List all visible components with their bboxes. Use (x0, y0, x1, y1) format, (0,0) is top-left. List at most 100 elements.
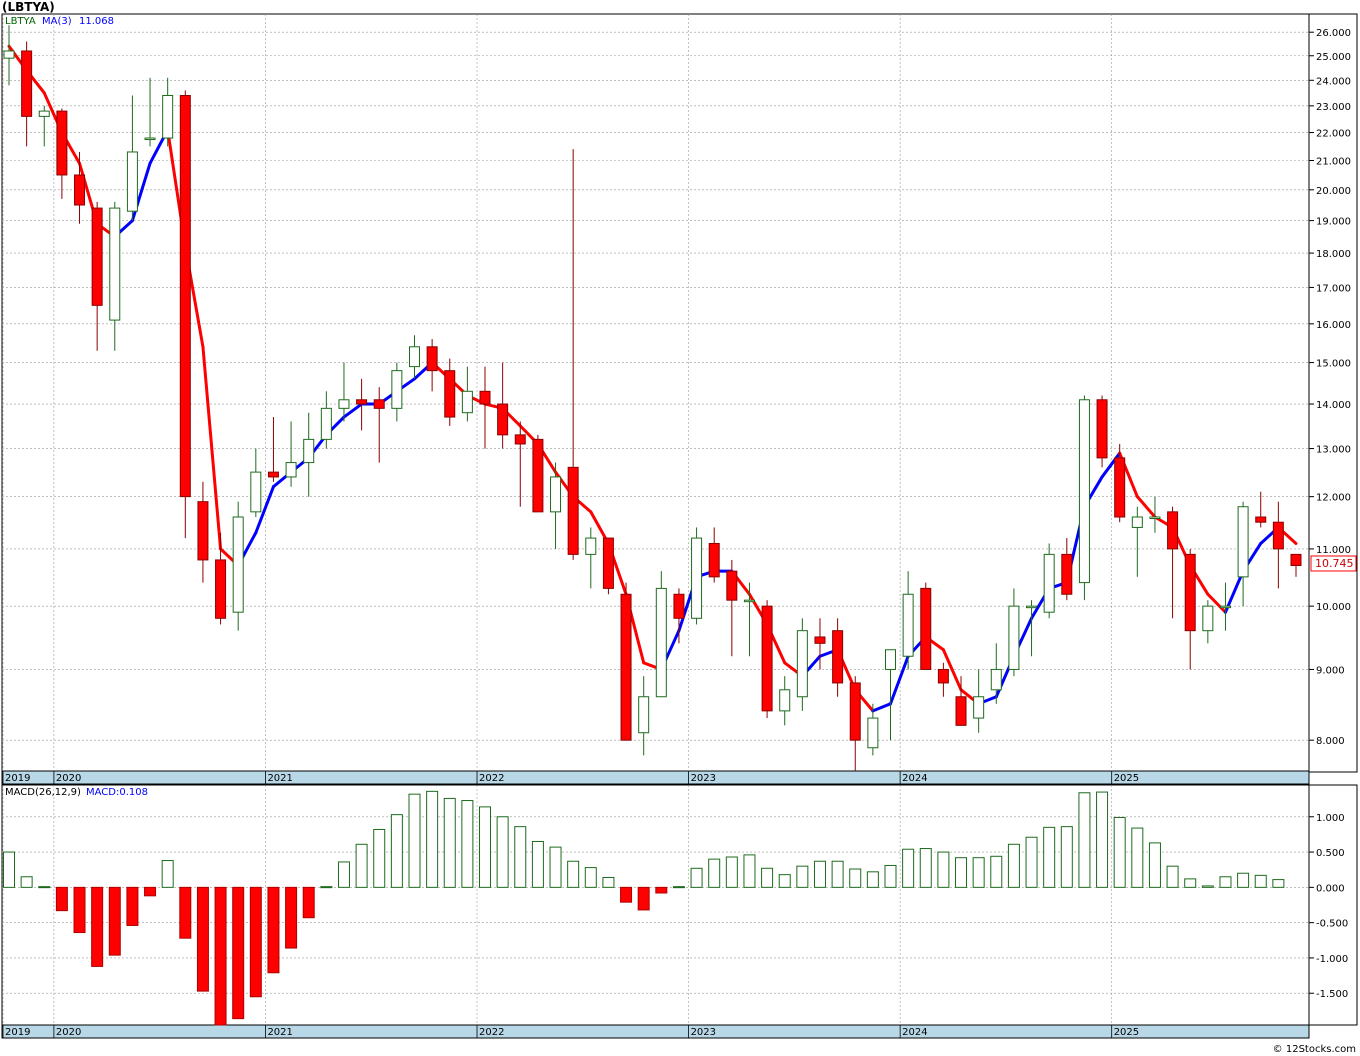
macd-bar (866, 871, 879, 888)
candle (1026, 600, 1038, 657)
candle-body (1167, 511, 1179, 550)
candle-body (356, 399, 368, 405)
candle-body (885, 649, 896, 670)
candle-body (497, 403, 509, 436)
candle-body (1061, 553, 1073, 595)
candle-body (638, 696, 650, 734)
candle (990, 643, 1002, 704)
candle-body (197, 501, 209, 561)
macd-bar (778, 874, 791, 888)
price-tick-label: 18.000 (1316, 249, 1351, 260)
candle-body (691, 537, 703, 619)
price-tick-label: 21.000 (1316, 156, 1351, 167)
x-axis-label: 2020 (56, 773, 81, 784)
candle-body (461, 390, 473, 414)
candle (567, 149, 579, 560)
candle-body (373, 399, 385, 409)
candle (1008, 588, 1020, 677)
price-tick-label: 13.000 (1316, 445, 1351, 456)
candle (303, 412, 315, 497)
ma-line-segment (941, 648, 963, 692)
ma-line-segment (1206, 592, 1227, 614)
candle-body (215, 559, 227, 619)
price-tick-label: 19.000 (1316, 217, 1351, 228)
macd-tick-label: 1.000 (1316, 813, 1345, 824)
macd-bar (73, 886, 86, 934)
macd-bar (461, 800, 474, 888)
candle (1131, 506, 1143, 577)
macd-axis-area (1308, 784, 1358, 1026)
candle (320, 391, 332, 449)
candle-body (232, 516, 244, 613)
candle-body (144, 137, 156, 141)
candle-body (1149, 516, 1161, 520)
candle (691, 527, 703, 625)
x-axis-label: 2022 (479, 1027, 504, 1038)
candle-body (1202, 605, 1214, 632)
macd-bar (355, 843, 368, 888)
candle-body (1114, 457, 1126, 518)
candle-body (973, 696, 985, 719)
candle-body (514, 434, 526, 445)
macd-bar (20, 876, 33, 888)
macd-bar (285, 886, 298, 949)
macd-bar (972, 857, 985, 888)
candle (38, 105, 50, 147)
macd-bar (655, 886, 668, 894)
candle-body (126, 151, 138, 212)
x-axis-label: 2025 (1114, 1027, 1139, 1038)
candle (232, 501, 244, 631)
macd-bar (567, 860, 580, 888)
macd-bar (1237, 872, 1250, 888)
candle (408, 335, 420, 379)
candle (673, 588, 685, 644)
ma-line-segment (889, 654, 910, 706)
price-legend-ticker: LBTYA (5, 16, 36, 27)
candle (56, 108, 68, 199)
candle (514, 421, 526, 507)
macd-bar (902, 848, 915, 888)
macd-bar (214, 886, 227, 1026)
candle (638, 676, 650, 756)
price-legend-ma-label: MA(3) (42, 16, 72, 27)
macd-bar (443, 797, 456, 888)
macd-bar (955, 857, 968, 888)
macd-bar (531, 840, 544, 888)
candle (532, 434, 544, 513)
candle-body (1026, 605, 1038, 609)
candle-body (708, 542, 720, 578)
candle (620, 582, 632, 741)
x-axis-label: 2020 (56, 1027, 81, 1038)
candle-body (1290, 553, 1302, 567)
macd-bar (602, 876, 615, 888)
candle-body (250, 471, 262, 513)
candle (1043, 543, 1055, 619)
candle-body (267, 471, 279, 478)
price-axis-area (1308, 13, 1358, 773)
candle-body (796, 630, 808, 698)
macd-bar (919, 848, 932, 888)
last-price-label: 10.745 (1315, 557, 1354, 570)
price-tick-label: 10.000 (1316, 602, 1351, 613)
macd-bar (161, 860, 174, 888)
candle (585, 527, 597, 589)
candle (708, 527, 720, 583)
macd-bar (1148, 842, 1161, 888)
candle-body (902, 593, 914, 657)
x-axis-label: 2023 (691, 773, 716, 784)
price-date-axis-band (1, 770, 1310, 785)
macd-bar (1025, 836, 1038, 888)
macd-bar (1131, 827, 1144, 888)
candle-body (74, 174, 86, 206)
candle (1149, 496, 1161, 533)
candle-body (532, 438, 544, 513)
macd-bar (1184, 878, 1197, 888)
macd-bar (725, 856, 738, 888)
macd-bar (126, 886, 139, 926)
candle-body (779, 689, 791, 712)
candle (215, 532, 227, 625)
candle (1237, 501, 1249, 607)
candle-body (1078, 399, 1090, 584)
candle-body (832, 630, 844, 684)
macd-bar (1201, 885, 1214, 888)
